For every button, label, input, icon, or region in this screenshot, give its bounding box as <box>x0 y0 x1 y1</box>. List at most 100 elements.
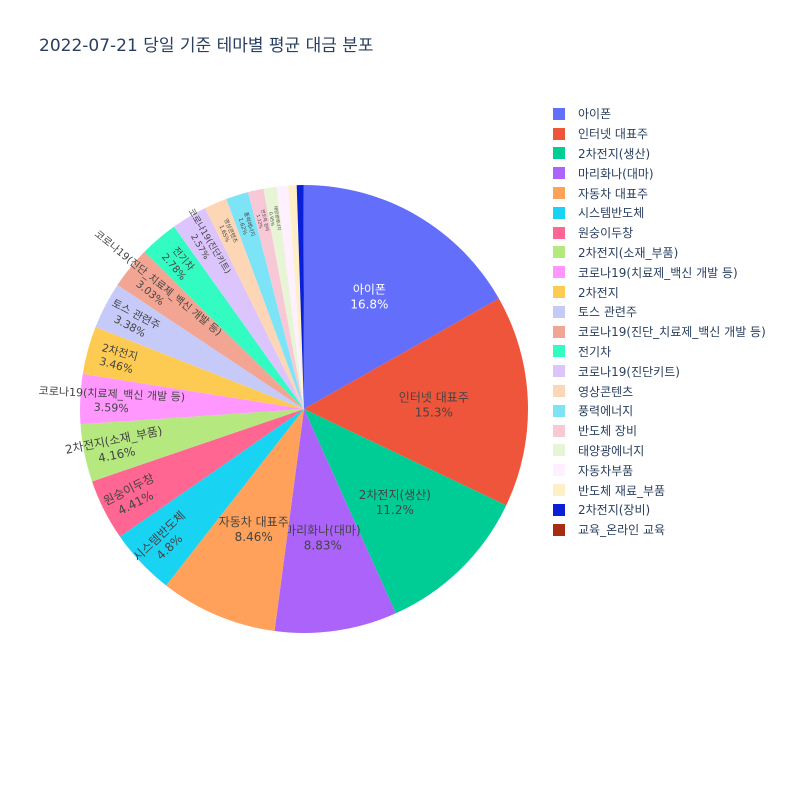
legend-label: 원숭이두창 <box>578 226 634 241</box>
legend-item[interactable]: 시스템반도체 <box>550 203 795 223</box>
legend-label: 자동차 대표주 <box>578 186 649 201</box>
legend-item[interactable]: 태양광에너지 <box>550 441 795 461</box>
legend-item[interactable]: 2차전지(소재_부품) <box>550 243 795 263</box>
pie-slice[interactable] <box>304 409 507 614</box>
legend-label: 아이폰 <box>578 107 612 122</box>
legend-swatch <box>553 246 565 259</box>
pie-slice[interactable] <box>226 192 304 409</box>
pie-slice[interactable] <box>92 409 305 537</box>
pie-slice[interactable] <box>119 409 304 586</box>
legend-swatch <box>553 365 565 378</box>
pie-slice[interactable] <box>82 327 304 409</box>
legend-item[interactable]: 인터넷 대표주 <box>550 124 795 144</box>
slice-label-percent: 8.83% <box>304 539 342 553</box>
legend-label: 인터넷 대표주 <box>578 127 649 142</box>
legend-label: 토스 관련주 <box>578 305 638 320</box>
legend-swatch <box>553 523 565 536</box>
legend-label: 마리화나(대마) <box>578 166 654 181</box>
legend-swatch <box>553 187 565 200</box>
legend-label: 자동차부품 <box>578 463 634 478</box>
pie-slice[interactable] <box>303 185 304 409</box>
slice-label-name: 자동차 대표주 <box>219 515 289 529</box>
legend-swatch <box>553 404 565 417</box>
legend-swatch <box>553 167 565 180</box>
pie-slice[interactable] <box>95 284 304 409</box>
slice-label-percent: 1.12% <box>255 214 264 230</box>
pie-slice[interactable] <box>304 298 528 506</box>
legend-label: 영상콘텐츠 <box>578 384 634 399</box>
slice-label-name: 마리화나(대마) <box>285 524 361 538</box>
slice-label-name: 2차전지(생산) <box>359 488 431 502</box>
pie-slice[interactable] <box>174 208 304 409</box>
legend-item[interactable]: 영상콘텐츠 <box>550 381 795 401</box>
legend-swatch <box>553 385 565 398</box>
slice-label-percent: 3.59% <box>93 401 129 416</box>
slice-label: 2차전지(생산)11.2% <box>359 488 431 517</box>
slice-label-percent: 11.2% <box>376 503 414 517</box>
legend-swatch <box>553 107 565 120</box>
legend-swatch <box>553 464 565 477</box>
pie-slice[interactable] <box>276 185 304 409</box>
pie-slice[interactable] <box>304 185 499 409</box>
slice-label: 반도체 장비1.12% <box>255 209 271 232</box>
legend-item[interactable]: 풍력에너지 <box>550 401 795 421</box>
pie-slice[interactable] <box>263 186 304 409</box>
legend-label: 코로나19(진단키트) <box>578 364 680 379</box>
legend-item[interactable]: 코로나19(진단키트) <box>550 361 795 381</box>
slice-label-percent: 16.8% <box>350 298 388 312</box>
legend-swatch <box>553 266 565 279</box>
pie-slice[interactable] <box>205 198 304 409</box>
slice-label-percent: 1.62% <box>237 217 248 235</box>
slice-label-name: 아이폰 <box>353 283 386 297</box>
legend-swatch <box>553 325 565 338</box>
legend-item[interactable]: 2차전지(장비) <box>550 500 795 520</box>
legend-item[interactable]: 자동차 대표주 <box>550 183 795 203</box>
pie-slice[interactable] <box>80 373 305 425</box>
slice-label-name: 반도체 장비 <box>259 209 271 232</box>
pie-slice[interactable] <box>166 409 304 632</box>
pie-slice[interactable] <box>296 185 304 409</box>
legend-swatch <box>553 345 565 358</box>
legend-item[interactable]: 원숭이두창 <box>550 223 795 243</box>
slice-label-percent: 8.46% <box>235 530 273 544</box>
legend-item[interactable]: 반도체 장비 <box>550 421 795 441</box>
legend-item[interactable]: 토스 관련주 <box>550 302 795 322</box>
legend-item[interactable]: 2차전지 <box>550 282 795 302</box>
legend-item[interactable]: 코로나19(진단_치료제_백신 개발 등) <box>550 322 795 342</box>
legend-swatch <box>553 444 565 457</box>
legend-swatch <box>553 147 565 160</box>
legend-swatch <box>553 305 565 318</box>
legend-item[interactable]: 코로나19(치료제_백신 개발 등) <box>550 262 795 282</box>
legend-item[interactable]: 마리화나(대마) <box>550 163 795 183</box>
legend-label: 태양광에너지 <box>578 443 645 458</box>
legend-item[interactable]: 2차전지(생산) <box>550 144 795 164</box>
legend-item[interactable]: 교육_온라인 교육 <box>550 520 795 540</box>
legend-swatch <box>553 206 565 219</box>
legend-swatch <box>553 226 565 239</box>
legend-label: 전기차 <box>578 344 612 359</box>
legend-label: 2차전지(장비) <box>578 503 651 518</box>
legend-label: 반도체 재료_부품 <box>578 483 666 498</box>
pie-slice[interactable] <box>288 185 304 409</box>
slice-label-percent: 15.3% <box>415 405 453 419</box>
pie-slice[interactable] <box>80 409 305 482</box>
legend-label: 시스템반도체 <box>578 206 645 221</box>
legend-swatch <box>553 127 565 140</box>
slice-label-percent: 0.95% <box>267 212 275 228</box>
legend-item[interactable]: 전기차 <box>550 342 795 362</box>
pie-slice[interactable] <box>248 188 304 409</box>
pie-slice[interactable] <box>144 226 304 409</box>
pie-slice[interactable] <box>274 409 396 633</box>
pie-slice[interactable] <box>117 251 305 409</box>
chart-title: 2022-07-21 당일 기준 테마별 평균 대금 분포 <box>39 36 374 56</box>
legend-item[interactable]: 아이폰 <box>550 104 795 124</box>
legend-label: 2차전지 <box>578 285 619 300</box>
legend-item[interactable]: 반도체 재료_부품 <box>550 480 795 500</box>
slice-label-name: 인터넷 대표주 <box>399 390 469 404</box>
legend-item[interactable]: 자동차부품 <box>550 460 795 480</box>
